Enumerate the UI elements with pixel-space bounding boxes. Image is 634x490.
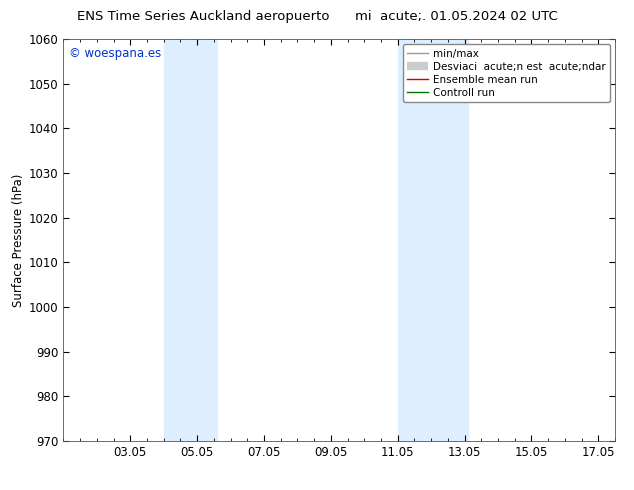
Text: © woespana.es: © woespana.es [69, 47, 161, 60]
Text: ENS Time Series Auckland aeropuerto      mi  acute;. 01.05.2024 02 UTC: ENS Time Series Auckland aeropuerto mi a… [77, 10, 557, 23]
Bar [164, 39, 217, 441]
Y-axis label: Surface Pressure (hPa): Surface Pressure (hPa) [11, 173, 25, 307]
Bar [398, 39, 468, 441]
Legend: min/max, Desviaci  acute;n est  acute;ndar, Ensemble mean run, Controll run: min/max, Desviaci acute;n est acute;ndar… [403, 45, 610, 102]
